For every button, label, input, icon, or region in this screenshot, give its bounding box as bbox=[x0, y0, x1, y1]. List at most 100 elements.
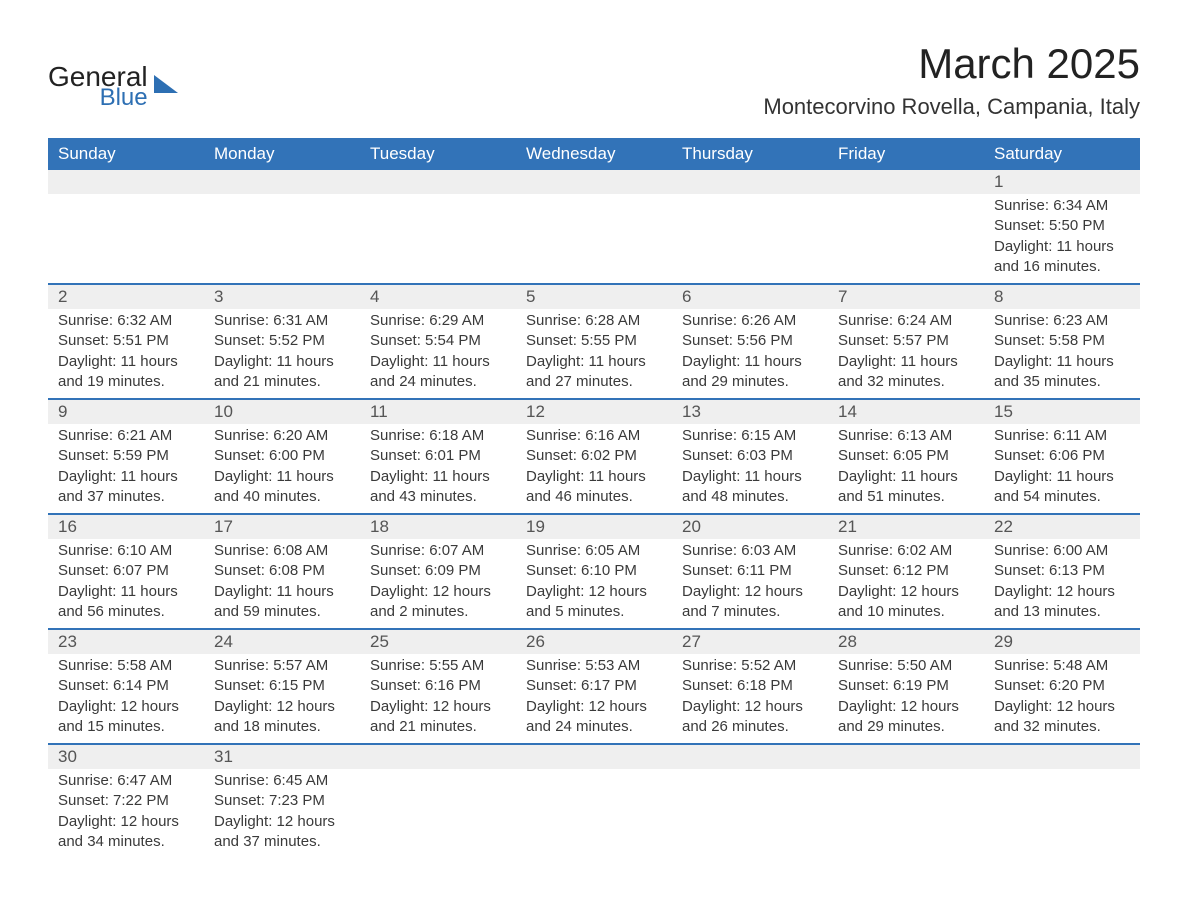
day-detail-line: Sunrise: 6:31 AM bbox=[214, 311, 350, 331]
day-detail-line: Daylight: 11 hours and 32 minutes. bbox=[838, 352, 974, 393]
calendar-empty-cell bbox=[360, 170, 516, 284]
day-detail-line: Daylight: 11 hours and 40 minutes. bbox=[214, 467, 350, 508]
calendar-empty-cell bbox=[516, 744, 672, 858]
day-detail-line: Sunrise: 6:26 AM bbox=[682, 311, 818, 331]
day-detail-line: Sunset: 6:00 PM bbox=[214, 446, 350, 466]
day-detail-line: Sunrise: 6:23 AM bbox=[994, 311, 1130, 331]
day-detail-line: Sunrise: 5:57 AM bbox=[214, 656, 350, 676]
calendar-table: SundayMondayTuesdayWednesdayThursdayFrid… bbox=[48, 138, 1140, 858]
calendar-empty-cell bbox=[672, 744, 828, 858]
day-detail-line: Sunset: 6:14 PM bbox=[58, 676, 194, 696]
day-detail-line: Sunrise: 5:53 AM bbox=[526, 656, 662, 676]
day-detail-line: Sunset: 6:16 PM bbox=[370, 676, 506, 696]
page-title: March 2025 bbox=[763, 40, 1140, 88]
day-detail-line: Daylight: 12 hours and 5 minutes. bbox=[526, 582, 662, 623]
day-detail-line: Daylight: 11 hours and 24 minutes. bbox=[370, 352, 506, 393]
calendar-empty-cell bbox=[516, 170, 672, 284]
day-body bbox=[516, 194, 672, 274]
day-detail-line: Sunset: 5:58 PM bbox=[994, 331, 1130, 351]
day-number: 3 bbox=[204, 285, 360, 309]
day-detail-line: Daylight: 12 hours and 10 minutes. bbox=[838, 582, 974, 623]
day-detail-line: Daylight: 11 hours and 21 minutes. bbox=[214, 352, 350, 393]
day-body: Sunrise: 5:52 AMSunset: 6:18 PMDaylight:… bbox=[672, 654, 828, 743]
calendar-day-cell: 23Sunrise: 5:58 AMSunset: 6:14 PMDayligh… bbox=[48, 629, 204, 744]
day-number bbox=[204, 170, 360, 194]
day-body: Sunrise: 6:21 AMSunset: 5:59 PMDaylight:… bbox=[48, 424, 204, 513]
weekday-header: Saturday bbox=[984, 138, 1140, 170]
day-body bbox=[204, 194, 360, 274]
day-detail-line: Daylight: 11 hours and 59 minutes. bbox=[214, 582, 350, 623]
day-number: 20 bbox=[672, 515, 828, 539]
page-header: General Blue March 2025 Montecorvino Rov… bbox=[48, 40, 1140, 120]
day-number: 2 bbox=[48, 285, 204, 309]
day-body: Sunrise: 5:50 AMSunset: 6:19 PMDaylight:… bbox=[828, 654, 984, 743]
calendar-day-cell: 25Sunrise: 5:55 AMSunset: 6:16 PMDayligh… bbox=[360, 629, 516, 744]
day-detail-line: Sunset: 6:10 PM bbox=[526, 561, 662, 581]
day-body: Sunrise: 5:58 AMSunset: 6:14 PMDaylight:… bbox=[48, 654, 204, 743]
day-number: 13 bbox=[672, 400, 828, 424]
day-detail-line: Sunset: 5:55 PM bbox=[526, 331, 662, 351]
day-number: 17 bbox=[204, 515, 360, 539]
day-number: 22 bbox=[984, 515, 1140, 539]
day-detail-line: Sunset: 5:59 PM bbox=[58, 446, 194, 466]
day-number: 31 bbox=[204, 745, 360, 769]
day-number bbox=[360, 745, 516, 769]
brand-triangle-icon bbox=[154, 75, 178, 93]
day-body: Sunrise: 6:05 AMSunset: 6:10 PMDaylight:… bbox=[516, 539, 672, 628]
day-body: Sunrise: 6:20 AMSunset: 6:00 PMDaylight:… bbox=[204, 424, 360, 513]
day-detail-line: Sunset: 6:01 PM bbox=[370, 446, 506, 466]
day-number: 24 bbox=[204, 630, 360, 654]
day-number: 8 bbox=[984, 285, 1140, 309]
day-detail-line: Sunset: 6:07 PM bbox=[58, 561, 194, 581]
day-body bbox=[828, 769, 984, 849]
day-detail-line: Sunrise: 6:15 AM bbox=[682, 426, 818, 446]
day-number bbox=[48, 170, 204, 194]
day-detail-line: Sunrise: 6:00 AM bbox=[994, 541, 1130, 561]
day-body: Sunrise: 6:45 AMSunset: 7:23 PMDaylight:… bbox=[204, 769, 360, 858]
day-detail-line: Sunrise: 5:50 AM bbox=[838, 656, 974, 676]
day-detail-line: Sunset: 6:17 PM bbox=[526, 676, 662, 696]
day-detail-line: Sunset: 5:50 PM bbox=[994, 216, 1130, 236]
day-number: 7 bbox=[828, 285, 984, 309]
calendar-day-cell: 26Sunrise: 5:53 AMSunset: 6:17 PMDayligh… bbox=[516, 629, 672, 744]
day-number: 26 bbox=[516, 630, 672, 654]
day-number bbox=[516, 745, 672, 769]
day-number: 30 bbox=[48, 745, 204, 769]
day-detail-line: Sunrise: 6:13 AM bbox=[838, 426, 974, 446]
day-body bbox=[984, 769, 1140, 849]
calendar-empty-cell bbox=[828, 744, 984, 858]
day-body: Sunrise: 6:13 AMSunset: 6:05 PMDaylight:… bbox=[828, 424, 984, 513]
calendar-day-cell: 1Sunrise: 6:34 AMSunset: 5:50 PMDaylight… bbox=[984, 170, 1140, 284]
day-detail-line: Sunrise: 6:32 AM bbox=[58, 311, 194, 331]
day-body: Sunrise: 6:03 AMSunset: 6:11 PMDaylight:… bbox=[672, 539, 828, 628]
day-body: Sunrise: 6:28 AMSunset: 5:55 PMDaylight:… bbox=[516, 309, 672, 398]
day-body bbox=[48, 194, 204, 274]
day-detail-line: Sunrise: 6:02 AM bbox=[838, 541, 974, 561]
day-detail-line: Daylight: 11 hours and 54 minutes. bbox=[994, 467, 1130, 508]
day-number: 12 bbox=[516, 400, 672, 424]
day-detail-line: Sunrise: 5:58 AM bbox=[58, 656, 194, 676]
day-detail-line: Daylight: 12 hours and 26 minutes. bbox=[682, 697, 818, 738]
day-detail-line: Daylight: 12 hours and 24 minutes. bbox=[526, 697, 662, 738]
day-detail-line: Daylight: 11 hours and 51 minutes. bbox=[838, 467, 974, 508]
day-body: Sunrise: 6:02 AMSunset: 6:12 PMDaylight:… bbox=[828, 539, 984, 628]
calendar-day-cell: 24Sunrise: 5:57 AMSunset: 6:15 PMDayligh… bbox=[204, 629, 360, 744]
day-detail-line: Sunset: 6:05 PM bbox=[838, 446, 974, 466]
day-detail-line: Sunrise: 6:20 AM bbox=[214, 426, 350, 446]
calendar-day-cell: 21Sunrise: 6:02 AMSunset: 6:12 PMDayligh… bbox=[828, 514, 984, 629]
calendar-day-cell: 7Sunrise: 6:24 AMSunset: 5:57 PMDaylight… bbox=[828, 284, 984, 399]
day-detail-line: Sunrise: 6:08 AM bbox=[214, 541, 350, 561]
day-detail-line: Sunset: 6:12 PM bbox=[838, 561, 974, 581]
calendar-week-row: 1Sunrise: 6:34 AMSunset: 5:50 PMDaylight… bbox=[48, 170, 1140, 284]
calendar-day-cell: 5Sunrise: 6:28 AMSunset: 5:55 PMDaylight… bbox=[516, 284, 672, 399]
calendar-week-row: 16Sunrise: 6:10 AMSunset: 6:07 PMDayligh… bbox=[48, 514, 1140, 629]
day-detail-line: Daylight: 11 hours and 35 minutes. bbox=[994, 352, 1130, 393]
day-detail-line: Daylight: 11 hours and 46 minutes. bbox=[526, 467, 662, 508]
day-number: 15 bbox=[984, 400, 1140, 424]
day-body bbox=[828, 194, 984, 274]
day-detail-line: Sunrise: 6:18 AM bbox=[370, 426, 506, 446]
day-number bbox=[672, 170, 828, 194]
day-detail-line: Sunset: 6:19 PM bbox=[838, 676, 974, 696]
day-body: Sunrise: 6:18 AMSunset: 6:01 PMDaylight:… bbox=[360, 424, 516, 513]
calendar-day-cell: 3Sunrise: 6:31 AMSunset: 5:52 PMDaylight… bbox=[204, 284, 360, 399]
